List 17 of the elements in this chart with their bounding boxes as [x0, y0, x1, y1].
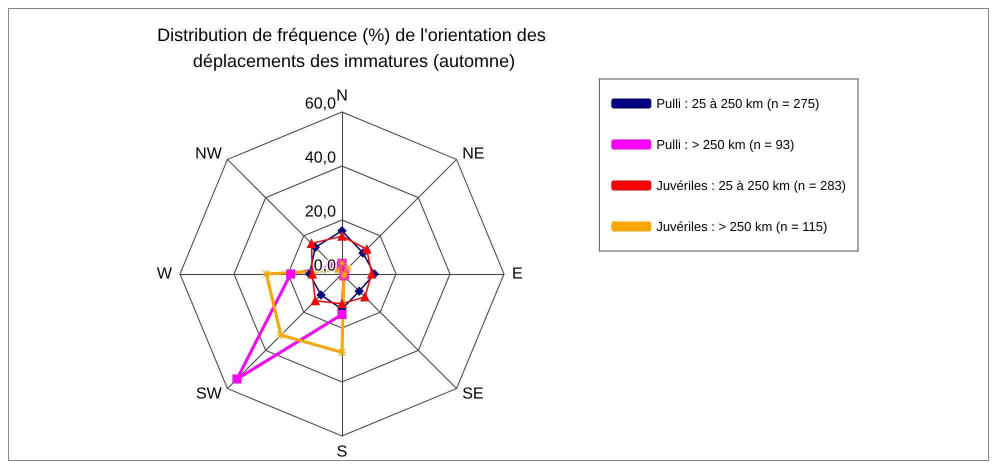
y-tick-label: 0,0 — [314, 258, 336, 274]
y-tick-label: 40,0 — [304, 150, 336, 166]
spoke-label: SW — [196, 386, 223, 403]
spoke-label: W — [156, 266, 173, 282]
spoke-label: SE — [462, 386, 484, 403]
legend-label: Juvériles : > 250 km (n = 115) — [656, 219, 828, 234]
spoke-label: E — [512, 266, 523, 282]
y-tick-label: 20,0 — [304, 204, 336, 220]
legend-label: Juvériles : 25 à 250 km (n = 283) — [656, 178, 846, 193]
spoke-label: N — [336, 88, 348, 104]
spoke-label: S — [336, 444, 348, 460]
spoke-label: NW — [195, 145, 223, 162]
y-tick-label: 60,0 — [304, 96, 336, 112]
spoke-label: NE — [462, 145, 484, 162]
chart-title: Distribution de fréquence (%) de l'orientation des déplacements des immatures (automne) — [157, 25, 551, 71]
legend-label: Pulli : > 250 km (n = 93) — [656, 137, 794, 152]
legend-label: Pulli : 25 à 250 km (n = 275) — [656, 96, 820, 111]
